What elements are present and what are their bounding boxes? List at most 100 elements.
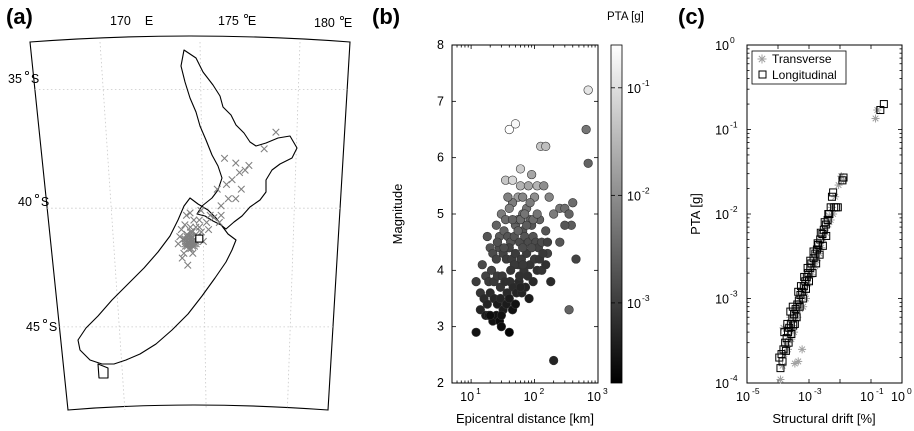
- plot-b-xtick-exponent: 2: [540, 386, 545, 396]
- square-marker: [820, 218, 829, 227]
- panel-a-label: (a): [6, 4, 33, 29]
- colorbar-ticks: 10-110-210-3: [611, 78, 650, 311]
- lat-label-45: 45 S: [26, 320, 57, 334]
- legend-square-marker: [758, 70, 767, 79]
- plot-b-point: [541, 226, 551, 236]
- plot-b-ytick-label: 4: [437, 263, 444, 277]
- plot-b-ylabel: Magnitude: [390, 184, 405, 245]
- epicenter-marker: [204, 225, 213, 234]
- plot-b-xtick-label: 10: [587, 390, 601, 404]
- square-marker: [786, 307, 795, 316]
- square-marker: [781, 346, 790, 355]
- square-marker: [793, 300, 802, 309]
- colorbar-label: PTA [g]: [607, 11, 644, 23]
- station-marker: [195, 234, 204, 243]
- plot-c-points: [775, 100, 888, 384]
- legend-longitudinal: Longitudinal: [772, 68, 837, 82]
- plot-b-point: [555, 237, 565, 247]
- plot-b-point: [518, 243, 528, 253]
- plot-b-point: [507, 215, 518, 225]
- plot-b-point: [514, 271, 525, 281]
- plot-b-xtick-exponent: 3: [603, 386, 608, 396]
- plot-c-xlabel: Structural drift [%]: [772, 411, 875, 426]
- plot-c-ytick-exponent: -1: [730, 120, 738, 130]
- epicenter-marker: [202, 218, 211, 227]
- plot-b-point: [496, 310, 506, 321]
- plot-b-point: [583, 158, 593, 168]
- plot-b-point: [515, 164, 526, 174]
- epicenter-marker: [195, 216, 204, 224]
- legend-box: [751, 50, 847, 85]
- epicenter-marker: [232, 159, 240, 167]
- panel-a-map: (a) 170 E 175 E 180 E 35 S 40 S 45 S: [6, 4, 352, 411]
- plot-c-ytick-exponent: -4: [730, 373, 738, 383]
- plot-c-xtick-exponent: 0: [907, 386, 912, 396]
- plot-c-xtick-exponent: -3: [814, 386, 822, 396]
- colorbar: [610, 44, 623, 384]
- colorbar-tick-label: 10: [627, 297, 641, 311]
- plot-b-point: [518, 192, 528, 202]
- plot-b-point: [549, 209, 559, 219]
- panel-c-scatter: (c) 10 -5 10 -3 10 -1 10 010 -410 -310 -210 -110 0 S…: [678, 4, 912, 426]
- epicenter-markers: [174, 128, 280, 269]
- square-marker: [806, 256, 815, 265]
- square-marker: [780, 328, 789, 337]
- epicenter-marker: [222, 180, 231, 189]
- plot-c-ytick-exponent: -3: [730, 289, 738, 299]
- epicenter-marker: [272, 128, 280, 136]
- plot-c-xtick-label: 10: [891, 390, 905, 404]
- epicenter-marker: [235, 168, 244, 177]
- asterisk-marker: [871, 114, 880, 123]
- plot-b-point: [560, 220, 570, 230]
- square-marker: [788, 302, 797, 311]
- square-marker: [816, 228, 825, 237]
- square-marker: [821, 220, 830, 229]
- legend-transverse: Transverse: [772, 52, 832, 66]
- square-marker: [801, 284, 810, 293]
- epicenter-marker: [224, 195, 233, 203]
- panel-c-label: (c): [678, 4, 705, 29]
- lon-label-180: 180 E: [314, 16, 352, 30]
- square-marker: [800, 272, 809, 281]
- plot-b-point: [504, 203, 514, 213]
- plot-b-point: [507, 175, 518, 185]
- plot-b-point: [503, 192, 513, 202]
- plot-b-point: [499, 243, 509, 253]
- square-marker: [829, 188, 838, 197]
- square-marker: [812, 259, 821, 268]
- plot-b-point: [518, 260, 528, 270]
- plot-b-point: [496, 322, 506, 332]
- plot-b-point: [477, 260, 487, 270]
- plot-b-point: [506, 265, 516, 275]
- epicenter-marker: [183, 242, 191, 250]
- square-marker: [782, 334, 791, 343]
- plot-b-ytick-label: 3: [437, 320, 444, 334]
- epicenter-marker: [232, 195, 240, 203]
- plot-b-point: [482, 231, 492, 242]
- epicenter-marker: [217, 211, 225, 220]
- plot-b-point: [541, 141, 551, 151]
- square-marker: [778, 357, 787, 366]
- plot-b-point: [542, 237, 553, 247]
- plot-b-ytick-label: 7: [437, 94, 444, 108]
- epicenter-marker: [197, 206, 205, 215]
- asterisk-marker: [757, 54, 767, 64]
- epicenter-marker: [197, 228, 206, 236]
- plot-c-ytick-exponent: -2: [730, 204, 738, 214]
- epicenter-marker: [195, 223, 204, 231]
- plot-b-point: [523, 271, 533, 281]
- plot-b-xtick-label: 10: [524, 390, 538, 404]
- square-marker: [808, 269, 817, 278]
- lon-label-170: 170 E: [110, 14, 153, 28]
- epicenter-marker: [188, 232, 197, 241]
- plot-b-point: [510, 119, 521, 129]
- plot-b-point: [549, 355, 559, 366]
- colorbar-tick-exponent: -1: [642, 78, 650, 88]
- plot-b-point: [513, 226, 523, 236]
- asterisk-marker: [776, 375, 785, 384]
- plot-b-point: [571, 254, 581, 264]
- square-marker: [824, 210, 833, 218]
- legend-asterisk-marker: [757, 54, 767, 64]
